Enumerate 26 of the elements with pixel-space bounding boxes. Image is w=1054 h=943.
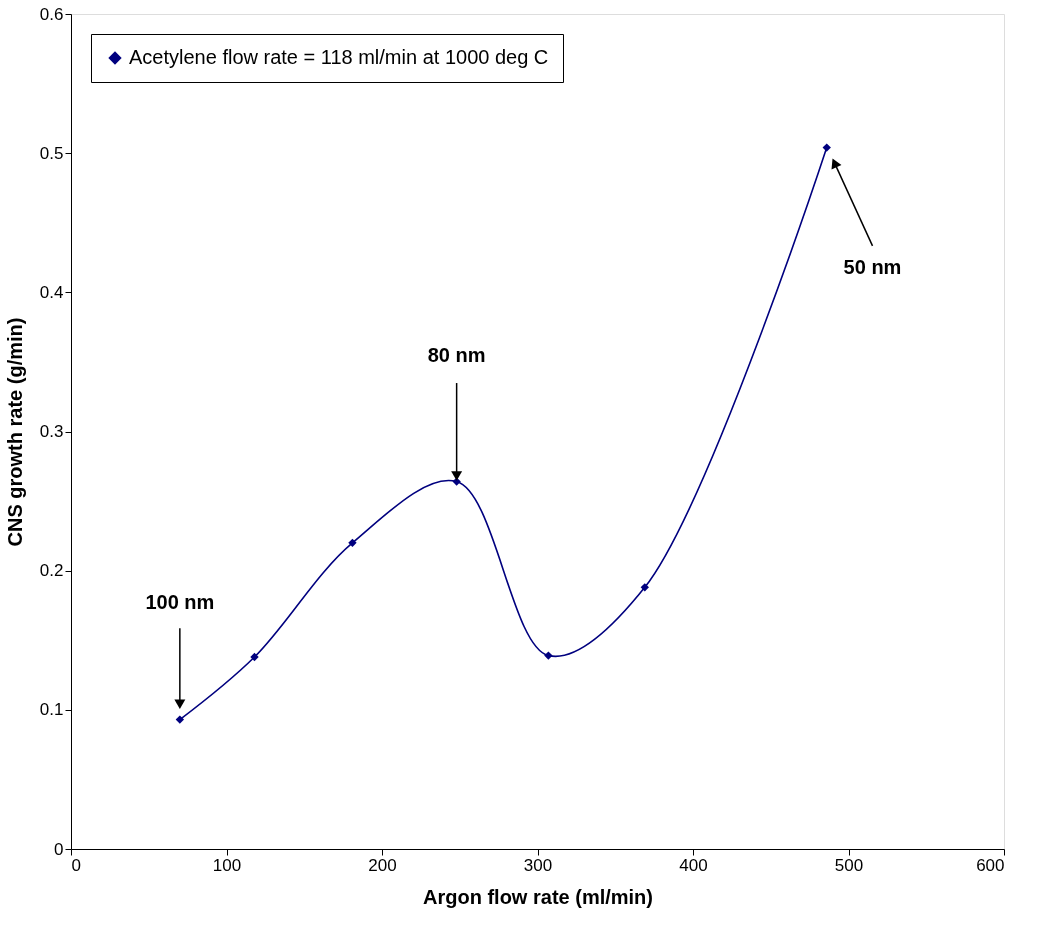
annotation: 50 nm bbox=[843, 255, 902, 278]
y-tick-label: 0.1 bbox=[39, 700, 64, 720]
x-tick-label: 0 bbox=[71, 855, 81, 875]
y-tick-label: 0 bbox=[54, 839, 64, 859]
x-tick-label: 300 bbox=[523, 855, 553, 875]
point bbox=[822, 143, 831, 152]
x-tick-label: 100 bbox=[212, 855, 242, 875]
x-tick-label: 500 bbox=[834, 855, 864, 875]
y-tick-label: 0.2 bbox=[39, 561, 64, 581]
point bbox=[250, 652, 259, 662]
annotation: 80 nm bbox=[427, 344, 486, 367]
point bbox=[640, 583, 649, 592]
y-tick-label: 0.3 bbox=[39, 422, 64, 441]
annotation: 100 nm bbox=[145, 591, 215, 614]
x-tick-label: 400 bbox=[679, 855, 708, 875]
point bbox=[348, 538, 357, 548]
x-tick-label: 600 bbox=[976, 855, 1005, 875]
point bbox=[175, 715, 185, 724]
point bbox=[544, 651, 553, 660]
y-tick-label: 0.4 bbox=[39, 282, 64, 302]
y-tick-label: 0.6 bbox=[39, 4, 64, 24]
legend-label: Acetylene flow rate = 118 ml/min at 1000 deg C bbox=[129, 46, 549, 68]
x-axis-title: Argon flow rate (ml/min) bbox=[423, 885, 653, 908]
y-tick-label: 0.5 bbox=[39, 143, 64, 163]
y-axis-title: CNS growth rate (g/min) bbox=[3, 317, 26, 547]
x-tick-label: 200 bbox=[368, 855, 397, 875]
